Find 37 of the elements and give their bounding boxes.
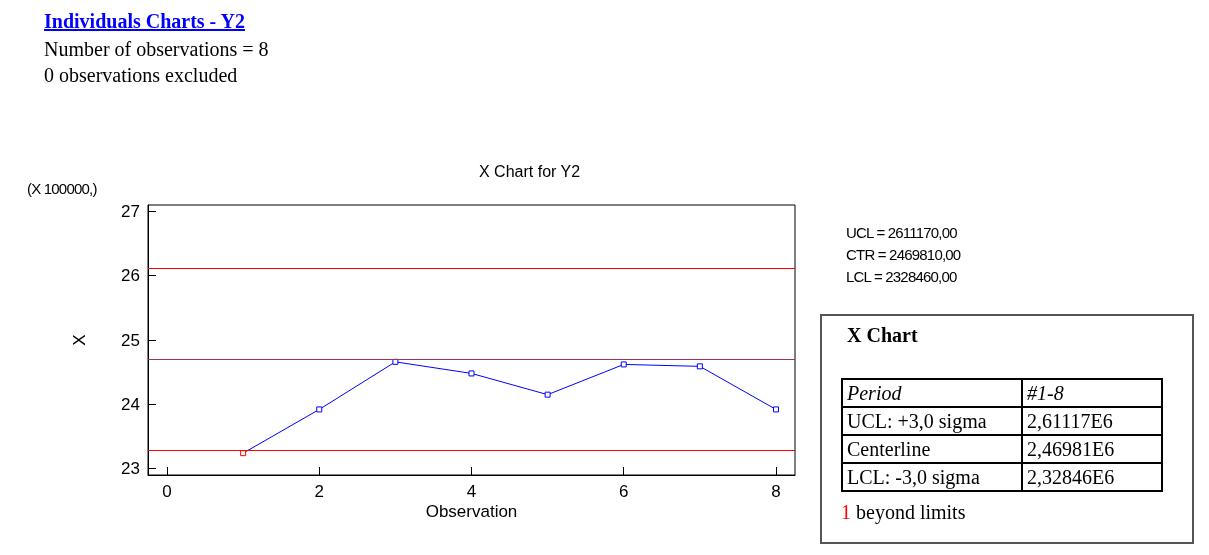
text: (X 100000,) [27,180,97,197]
y-tick-label: 23 [121,459,140,479]
text: 2,46981E6 [1022,435,1162,463]
text: 1 [841,501,851,523]
text: beyond limits [855,501,966,523]
text: 2,61117E6 [1022,407,1162,435]
text: CTR = 2469810,00 [846,246,961,263]
x-tick-label: 6 [619,482,629,501]
point [544,391,551,398]
text: Period [842,379,1022,407]
x-tick-label: 2 [314,482,324,501]
x-tick-label: 8 [771,482,781,501]
text: Individuals Charts - Y2 [44,10,245,33]
text: UCL: +3,0 sigma [842,407,1022,435]
point [620,361,627,368]
y-tick-label: 25 [121,330,140,350]
text: 0 observations excluded [44,64,238,87]
point [316,406,323,413]
text: 2,32846E6 [1022,463,1162,491]
y-axis-title: X [70,334,89,346]
text: LCL: -3,0 sigma [842,463,1022,491]
x-tick-label: 0 [162,482,172,501]
text: Number of observations = 8 [44,38,269,61]
y-tick-label: 24 [121,394,140,414]
text: Centerline [842,435,1022,463]
x-tick-label: 4 [466,482,477,501]
text: #1-8 [1022,379,1162,407]
y-tick-label: 27 [121,201,140,221]
x-axis-title: Observation [425,502,518,521]
text: LCL = 2328460,00 [846,268,957,285]
text: X Chart [847,324,918,347]
y-tick-label: 26 [121,266,140,286]
point [468,370,475,377]
chart-title: X Chart for Y2 [479,162,581,180]
point [696,363,703,370]
text: UCL = 2611170,00 [846,224,957,241]
point [772,406,779,413]
